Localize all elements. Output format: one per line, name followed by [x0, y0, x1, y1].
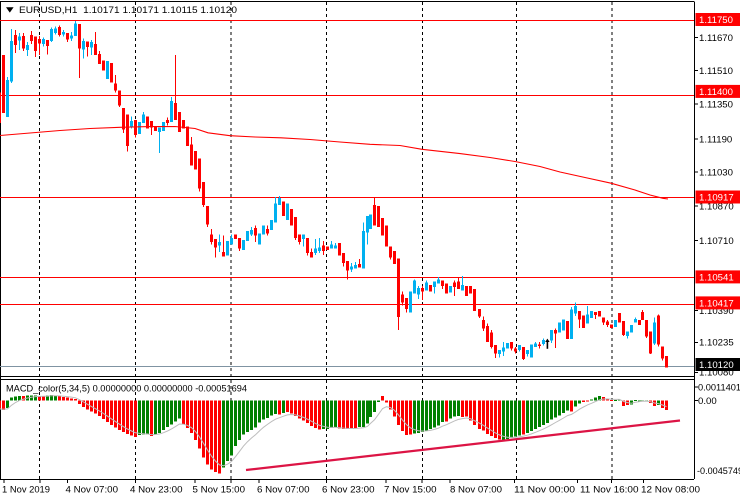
svg-text:1.11670: 1.11670	[699, 33, 733, 44]
svg-text:EURUSD,H1 1.10171 1.10171 1.1: EURUSD,H1 1.10171 1.10171 1.10115 1.1012…	[19, 5, 237, 16]
svg-text:4 Nov 07:00: 4 Nov 07:00	[66, 484, 119, 495]
svg-text:1.10235: 1.10235	[699, 338, 734, 349]
svg-text:12 Nov 08:00: 12 Nov 08:00	[641, 484, 700, 495]
svg-text:1.11510: 1.11510	[699, 66, 733, 77]
svg-text:11 Nov 00:00: 11 Nov 00:00	[514, 484, 575, 495]
svg-text:1.10390: 1.10390	[699, 306, 734, 317]
svg-text:4 Nov 23:00: 4 Nov 23:00	[130, 484, 183, 495]
svg-text:7 Nov 15:00: 7 Nov 15:00	[384, 484, 437, 495]
svg-text:1 Nov 2019: 1 Nov 2019	[2, 484, 50, 495]
svg-text:0.00: 0.00	[698, 396, 717, 407]
svg-text:11 Nov 16:00: 11 Nov 16:00	[580, 484, 639, 495]
svg-text:1.11750: 1.11750	[699, 15, 733, 26]
svg-text:MACD_color(5,34,5) 0.00000000: MACD_color(5,34,5) 0.00000000 0.00000000…	[6, 384, 248, 395]
svg-text:0.0011401: 0.0011401	[698, 382, 740, 393]
svg-text:1.10120: 1.10120	[699, 360, 734, 371]
svg-text:1.10541: 1.10541	[699, 272, 734, 283]
svg-text:8 Nov 07:00: 8 Nov 07:00	[450, 484, 502, 495]
svg-text:1.11350: 1.11350	[699, 99, 733, 110]
svg-text:1.10870: 1.10870	[699, 201, 734, 212]
svg-text:1.10710: 1.10710	[699, 236, 734, 247]
svg-text:1.11030: 1.11030	[699, 167, 733, 178]
svg-text:6 Nov 07:00: 6 Nov 07:00	[257, 484, 310, 495]
svg-text:1.11190: 1.11190	[699, 134, 732, 145]
svg-text:1.10417: 1.10417	[699, 298, 734, 309]
svg-text:1.10917: 1.10917	[699, 192, 734, 203]
svg-text:5 Nov 15:00: 5 Nov 15:00	[193, 484, 246, 495]
svg-text:-0.0045749: -0.0045749	[697, 466, 740, 477]
svg-text:1.11400: 1.11400	[699, 87, 733, 98]
svg-text:6 Nov 23:00: 6 Nov 23:00	[322, 484, 375, 495]
svg-text:1.10080: 1.10080	[699, 368, 734, 379]
